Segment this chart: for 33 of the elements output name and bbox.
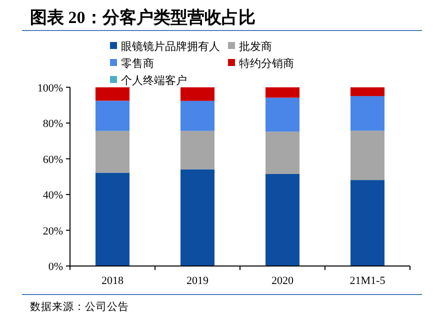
bar <box>180 169 214 266</box>
bar <box>96 87 130 101</box>
bar <box>266 87 300 98</box>
bar <box>96 100 130 131</box>
y-tick-label: 80% <box>42 118 63 130</box>
title: 图表 20：分客户类型营收占比 <box>30 8 256 27</box>
bar <box>180 87 214 101</box>
bar <box>96 172 130 266</box>
y-tick-label: 0% <box>48 261 63 273</box>
legend-label: 零售商 <box>121 57 154 70</box>
y-tick-label: 100% <box>37 82 63 94</box>
bar <box>266 132 300 174</box>
y-tick-label: 60% <box>42 154 63 166</box>
bar <box>96 130 130 173</box>
legend-label: 批发商 <box>239 40 272 53</box>
bar <box>350 180 384 266</box>
bar <box>350 87 384 96</box>
bar <box>266 174 300 266</box>
y-tick-label: 40% <box>42 190 63 202</box>
legend-label: 眼镜镜片品牌拥有人 <box>121 40 220 53</box>
legend-label: 个人终端客户 <box>121 74 187 87</box>
bar <box>350 130 384 180</box>
x-tick-label: 2018 <box>102 275 124 287</box>
x-tick-label: 2020 <box>272 275 294 287</box>
x-tick-label: 21M1-5 <box>350 275 386 287</box>
y-tick-label: 20% <box>42 225 63 238</box>
bar <box>266 98 300 132</box>
bar <box>350 96 384 131</box>
bar <box>180 130 214 170</box>
legend-label: 特约分销商 <box>239 57 294 70</box>
x-tick-label: 2019 <box>186 275 209 287</box>
bar <box>180 100 214 131</box>
source-note: 数据来源：公司公告 <box>30 300 129 313</box>
